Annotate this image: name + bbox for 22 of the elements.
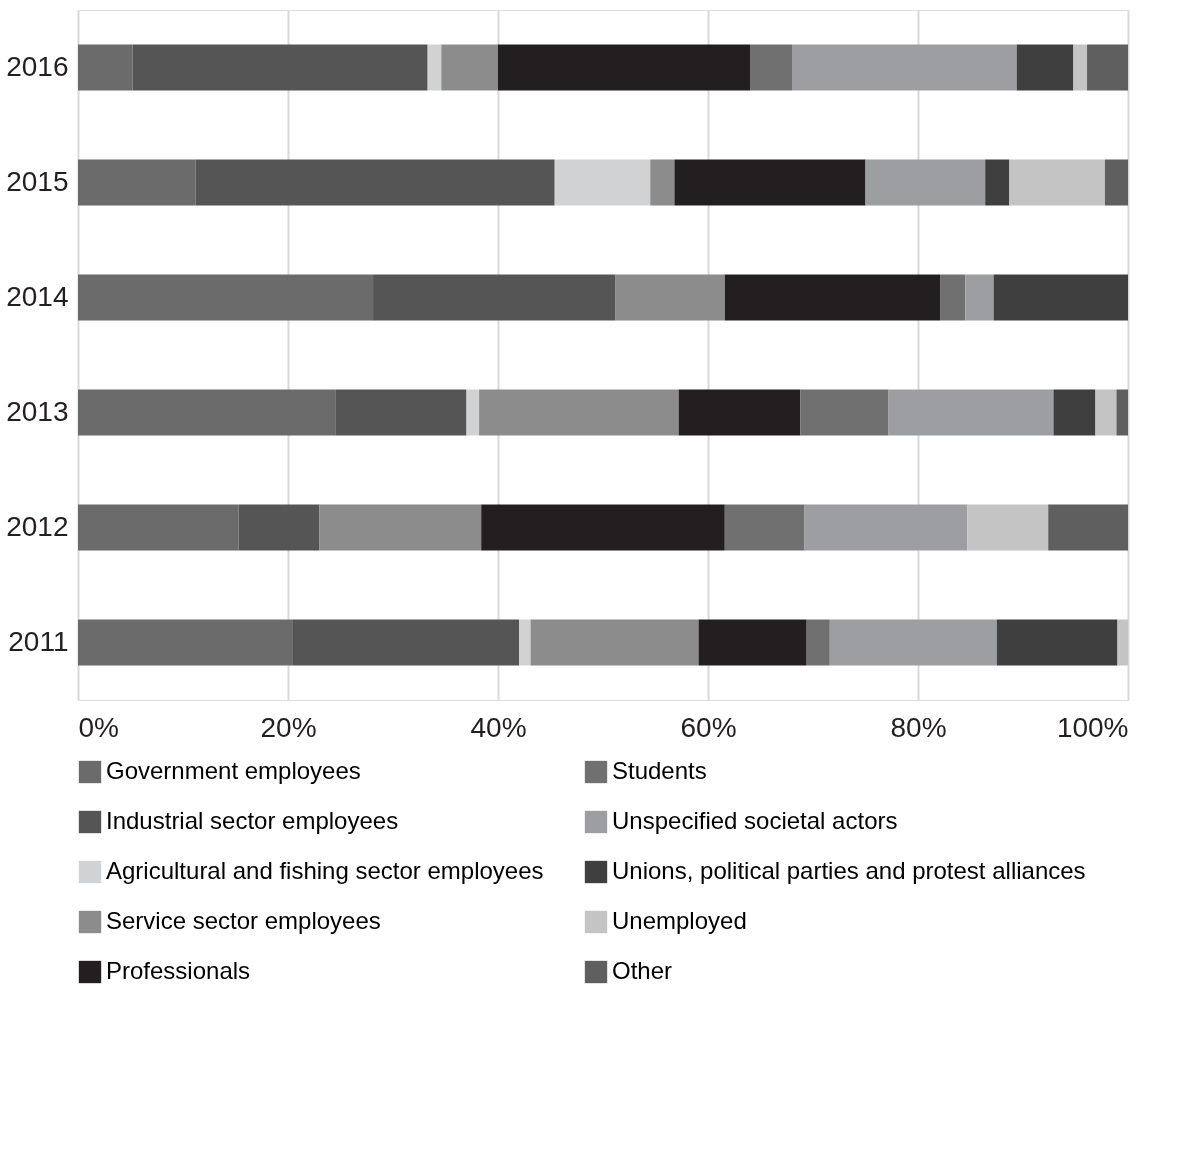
legend-label: Industrial sector employees xyxy=(106,807,399,834)
y-tick-label: 2013 xyxy=(6,395,69,427)
x-tick-label: 80% xyxy=(890,711,947,743)
x-tick-label: 100% xyxy=(1056,711,1129,743)
legend-label: Unions, political parties and protest alliances xyxy=(612,857,1086,884)
x-tick-label: 60% xyxy=(680,711,737,743)
y-tick-label: 2014 xyxy=(6,280,69,312)
legend-label: Unemployed xyxy=(612,907,747,934)
legend-label: Professionals xyxy=(106,957,251,984)
legend-label: Students xyxy=(612,757,707,784)
y-tick-label: 2011 xyxy=(8,625,69,657)
legend-label: Government employees xyxy=(106,757,361,784)
legend-label: Service sector employees xyxy=(106,907,381,934)
legend-label: Other xyxy=(612,957,673,984)
legend-label: Agricultural and fishing sector employees xyxy=(106,857,544,884)
x-tick-label: 0% xyxy=(78,711,119,743)
legend-label: Unspecified societal actors xyxy=(612,807,898,834)
y-tick-label: 2012 xyxy=(6,510,69,542)
x-tick-label: 40% xyxy=(470,711,527,743)
x-tick-label: 20% xyxy=(260,711,317,743)
y-tick-label: 2016 xyxy=(6,50,69,82)
y-tick-label: 2015 xyxy=(6,165,69,197)
